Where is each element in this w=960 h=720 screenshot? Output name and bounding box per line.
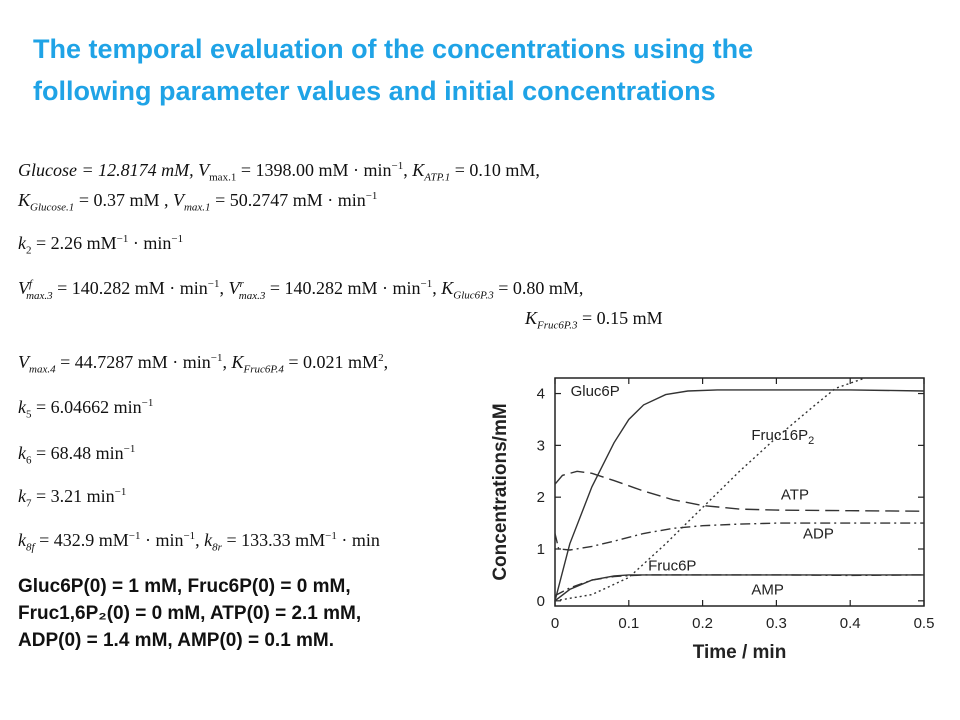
- series-label: Fruc16P2: [751, 427, 814, 447]
- k8f-unit: · min: [140, 530, 184, 550]
- kf6p-sub: Fruc6P.3: [537, 319, 578, 332]
- vf-sub: max.3: [26, 289, 53, 302]
- katp1-sub: ATP.1: [424, 171, 451, 184]
- series-label: Fruc6P: [648, 558, 696, 575]
- param-row-8: k6 = 68.48 min−1: [18, 443, 136, 467]
- k6-value: = 68.48 min: [31, 443, 124, 463]
- initial-line-1: Gluc6P(0) = 1 mM, Fruc6P(0) = 0 mM,: [18, 576, 351, 597]
- series-line-atp: [555, 470, 924, 512]
- y-tick-label: 0: [537, 593, 545, 610]
- initial-concentrations: Gluc6P(0) = 1 mM, Fruc6P(0) = 0 mM, Fruc…: [18, 573, 361, 654]
- katp1-value: = 0.10 mM,: [450, 160, 540, 180]
- y-tick-label: 4: [537, 386, 545, 403]
- x-tick-label: 0.1: [618, 615, 639, 632]
- series-line-adp: [555, 522, 924, 551]
- series-line-amp: [555, 574, 924, 597]
- vmax4-sub: max.4: [29, 363, 56, 376]
- y-axis-label: Concentrations/mM: [490, 403, 511, 580]
- param-row-2: KGlucose.1 = 0.37 mM , Vmax.1 = 50.2747 …: [18, 190, 378, 214]
- vmax1-sub: max.1: [209, 171, 237, 184]
- k8f-sub: 8f: [26, 541, 35, 554]
- glucose-value: Glucose = 12.8174 mM,: [18, 160, 199, 180]
- kf6p4-value: = 0.021 mM: [283, 352, 379, 372]
- initial-line-2: Fruc1,6P₂(0) = 0 mM, ATP(0) = 2.1 mM,: [18, 603, 362, 624]
- x-tick-label: 0.5: [914, 615, 935, 632]
- param-row-4: Vfmax.3 = 140.282 mM · min−1, Vrmax.3 = …: [18, 278, 584, 302]
- title-line-2: following parameter values and initial c…: [33, 76, 716, 106]
- x-axis-label: Time / min: [693, 642, 787, 663]
- k7-sub: 7: [26, 497, 32, 510]
- vmax1b-sub: max.1: [183, 201, 211, 214]
- kg6p-sub: Gluc6P.3: [453, 289, 494, 302]
- series-label: AMP: [751, 581, 784, 598]
- param-row-6: Vmax.4 = 44.7287 mM · min−1, KFruc6P.4 =…: [18, 352, 389, 376]
- x-tick-label: 0: [551, 615, 559, 632]
- y-tick-label: 1: [537, 541, 545, 558]
- param-row-1: Glucose = 12.8174 mM, Vmax.1 = 1398.00 m…: [18, 160, 540, 184]
- kgluc-value: = 0.37 mM ,: [74, 190, 173, 210]
- k8f-value: = 432.9 mM: [34, 530, 129, 550]
- series-line-fruc6p: [555, 574, 924, 602]
- initial-line-3: ADP(0) = 1.4 mM, AMP(0) = 0.1 mM.: [18, 630, 335, 651]
- kf6p4-sub: Fruc6P.4: [243, 363, 284, 376]
- kgluc-sub: Glucose.1: [30, 201, 75, 214]
- y-tick-label: 2: [537, 489, 545, 506]
- x-tick-label: 0.4: [840, 615, 861, 632]
- series-label: ATP: [781, 487, 809, 504]
- k6-sub: 6: [26, 454, 32, 467]
- k5-value: = 6.04662 min: [31, 397, 142, 417]
- plot-frame: [554, 377, 925, 607]
- concentration-chart: 0 0.1 0.2 0.3 0.4 0.5 0 1 2 3 4 Time / min Concentra…: [490, 377, 935, 663]
- vmax4-value: = 44.7287 mM · min: [55, 352, 211, 372]
- vmax1-value: = 1398.00 mM · min: [236, 160, 392, 180]
- k8r-unit: · min: [336, 530, 380, 550]
- series-label: ADP: [803, 525, 834, 542]
- vr-sub: max.3: [238, 289, 266, 302]
- k5-sub: 5: [26, 408, 32, 421]
- k2-unit: · min: [128, 233, 172, 253]
- param-row-3: k2 = 2.26 mM−1 · min−1: [18, 233, 184, 257]
- param-row-9: k7 = 3.21 min−1: [18, 486, 127, 510]
- series-label: Gluc6P: [571, 383, 620, 400]
- k2-sub: 2: [26, 244, 32, 257]
- vf-value: = 140.282 mM · min: [52, 278, 208, 298]
- k7-value: = 3.21 min: [31, 486, 115, 506]
- param-row-5: KFruc6P.3 = 0.15 mM: [525, 308, 663, 332]
- vr-value: = 140.282 mM · min: [265, 278, 421, 298]
- title-line-1: The temporal evaluation of the concentra…: [33, 34, 754, 64]
- series-line-fruc16p: [555, 378, 868, 602]
- vmax1b-value: = 50.2747 mM · min: [210, 190, 366, 210]
- x-tick-label: 0.3: [766, 615, 787, 632]
- series-line-gluc6p: [555, 389, 924, 601]
- x-tick-label: 0.2: [692, 615, 713, 632]
- param-row-10: k8f = 432.9 mM−1 · min−1, k8r = 133.33 m…: [18, 530, 380, 554]
- kg6p-value: = 0.80 mM,: [493, 278, 584, 298]
- kf6p-value: = 0.15 mM: [577, 308, 663, 328]
- k8r-value: = 133.33 mM: [221, 530, 326, 550]
- k8r-sub: 8r: [212, 541, 222, 554]
- param-row-7: k5 = 6.04662 min−1: [18, 397, 154, 421]
- k2-value: = 2.26 mM: [31, 233, 117, 253]
- y-tick-label: 3: [537, 437, 545, 454]
- slide-title: The temporal evaluation of the concentra…: [33, 28, 933, 112]
